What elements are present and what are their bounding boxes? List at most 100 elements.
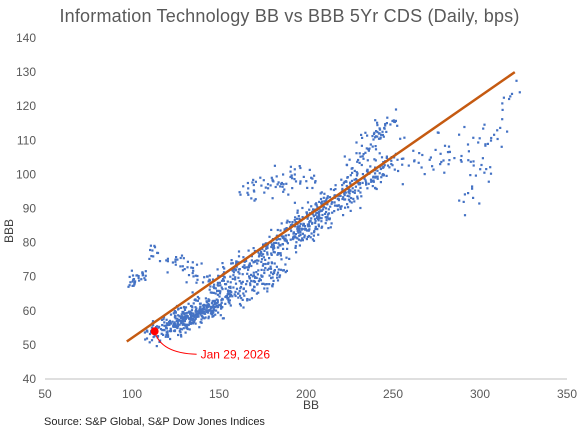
data-point	[310, 176, 313, 179]
data-point	[144, 338, 147, 341]
data-point	[314, 225, 317, 228]
data-point	[484, 144, 487, 147]
data-point	[327, 208, 330, 211]
data-point	[379, 136, 382, 139]
data-point	[330, 222, 333, 225]
data-point	[250, 264, 253, 268]
data-point	[222, 271, 226, 274]
data-point	[295, 217, 298, 220]
data-point	[279, 185, 282, 188]
data-point	[459, 159, 462, 162]
data-point	[351, 190, 354, 193]
data-point	[343, 198, 346, 201]
data-point	[174, 260, 177, 263]
data-point	[149, 244, 152, 247]
data-point	[226, 289, 230, 292]
data-point	[310, 217, 313, 220]
data-point	[293, 235, 296, 238]
data-point	[271, 284, 274, 287]
data-point	[188, 310, 191, 313]
data-point	[318, 200, 321, 203]
data-point	[185, 312, 188, 315]
data-point	[351, 187, 354, 190]
data-point	[390, 162, 393, 166]
data-point	[294, 233, 297, 236]
data-point	[483, 171, 486, 174]
data-point	[297, 238, 301, 241]
data-point	[311, 222, 314, 225]
data-point	[360, 195, 363, 198]
data-point	[231, 295, 234, 298]
data-point	[382, 165, 385, 168]
data-point	[131, 280, 134, 283]
data-point	[379, 167, 382, 170]
data-point	[440, 160, 443, 164]
data-point	[328, 196, 332, 199]
data-point	[306, 213, 309, 216]
data-point	[220, 279, 224, 282]
data-point	[270, 253, 273, 256]
data-point	[292, 232, 295, 235]
data-point	[272, 245, 275, 248]
data-point	[308, 234, 311, 238]
data-point	[255, 292, 258, 295]
data-point	[186, 311, 189, 314]
data-point	[128, 275, 131, 278]
data-point	[296, 209, 299, 212]
data-point	[195, 281, 198, 284]
data-point	[255, 259, 258, 262]
data-point	[242, 287, 245, 290]
data-point	[333, 210, 336, 213]
data-point	[193, 319, 196, 322]
data-point	[508, 97, 511, 101]
data-point	[352, 197, 355, 200]
data-point	[344, 206, 347, 209]
data-point	[348, 195, 351, 198]
data-point	[279, 268, 283, 271]
data-point	[346, 203, 349, 206]
data-point	[162, 318, 165, 321]
data-point	[280, 181, 283, 185]
data-point	[271, 179, 274, 182]
data-point	[212, 310, 215, 313]
data-point	[193, 314, 196, 317]
data-point	[277, 181, 280, 184]
data-point	[515, 79, 518, 82]
data-point	[176, 317, 179, 320]
data-point	[337, 204, 340, 207]
data-point	[169, 337, 172, 341]
data-point	[179, 334, 183, 337]
data-point	[174, 314, 177, 317]
data-point	[293, 219, 296, 222]
data-point	[247, 266, 250, 269]
data-point	[216, 306, 219, 309]
data-point	[181, 265, 184, 268]
data-point	[284, 271, 287, 274]
data-point	[354, 189, 357, 192]
data-point	[198, 326, 201, 329]
data-point	[279, 238, 282, 241]
data-point	[313, 231, 316, 234]
data-point	[166, 257, 169, 260]
data-point	[266, 253, 269, 256]
data-point	[348, 200, 351, 203]
data-point	[302, 175, 305, 178]
data-point	[199, 310, 202, 313]
data-point	[169, 327, 172, 330]
y-tick-label: 90	[23, 202, 37, 216]
data-point	[275, 175, 278, 178]
data-point	[250, 255, 253, 258]
data-point	[311, 186, 314, 190]
data-point	[205, 301, 209, 304]
data-point	[161, 324, 164, 327]
data-point	[362, 157, 365, 160]
data-point	[257, 251, 260, 254]
data-point	[256, 283, 259, 286]
data-point	[165, 318, 168, 321]
data-point	[173, 329, 176, 332]
data-point	[179, 327, 182, 330]
data-point	[371, 135, 374, 138]
data-point	[301, 232, 304, 235]
data-point	[263, 269, 266, 272]
data-point	[243, 260, 246, 263]
